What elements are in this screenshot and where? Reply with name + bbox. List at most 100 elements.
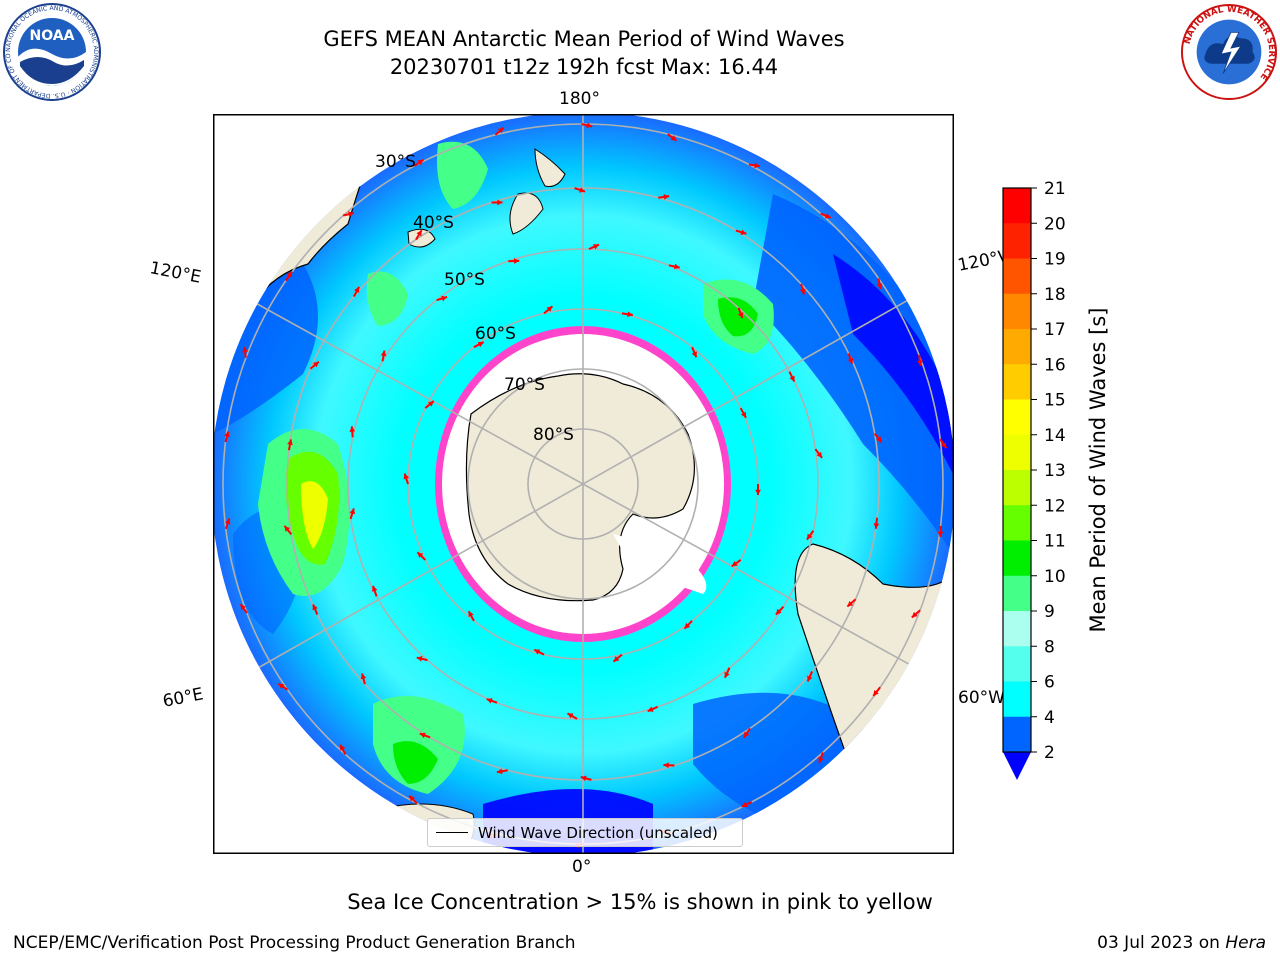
wave-direction-arrowhead [627, 311, 633, 318]
colorbar-segment [1003, 716, 1031, 753]
wave-direction-arrowhead [754, 162, 760, 169]
colorbar-segment [1003, 611, 1031, 647]
wave-direction-arrowhead [847, 357, 854, 364]
wave-direction-arrowhead [755, 489, 761, 495]
wave-direction-arrowhead [567, 713, 574, 719]
colorbar-tick-label: 12 [1044, 496, 1066, 516]
wave-direction-arrowhead [477, 341, 484, 348]
wind-wave-direction-arrows [224, 122, 948, 848]
colorbar-segment [1003, 646, 1031, 682]
wave-direction-arrowhead [873, 523, 880, 529]
lon-label-0: 0° [572, 857, 592, 877]
colorbar-tick-label: 10 [1044, 567, 1066, 587]
new-zealand-south-island [509, 192, 544, 235]
wave-direction-arrowhead [911, 611, 918, 618]
wave-direction-arrowhead [740, 229, 747, 235]
wave-direction-arrowhead [354, 286, 360, 293]
wave-direction-arrowhead [937, 531, 944, 537]
wave-direction-arrowhead [663, 762, 669, 769]
wave-direction-arrowhead [242, 346, 248, 353]
wave-direction-arrowhead [419, 732, 426, 739]
wave-direction-arrowhead [579, 187, 586, 193]
chart-title: GEFS MEAN Antarctic Mean Period of Wind … [323, 27, 845, 51]
wave-direction-arrowhead [673, 263, 680, 270]
wave-direction-arrowhead [737, 312, 744, 319]
wave-direction-arrowhead [417, 552, 424, 558]
lon-label-60e: 60°E [161, 684, 206, 712]
colorbar-segment [1003, 364, 1031, 400]
wave-direction-arrowhead [416, 230, 422, 237]
colorbar-segment [1003, 470, 1031, 506]
wave-direction-arrowhead [286, 271, 292, 278]
colorbar-tick-label: 13 [1044, 461, 1066, 481]
antarctica [465, 373, 696, 602]
blue-region-pacific [753, 194, 953, 554]
map-legend: Wind Wave Direction (unscaled) [427, 818, 743, 847]
colorbar-label: Mean Period of Wind Waves [s] [1086, 307, 1110, 633]
wave-direction-arrowhead [741, 801, 748, 808]
lon-label-60w: 60°W [958, 688, 1005, 708]
wave-direction-arrowhead [847, 600, 854, 607]
wave-direction-arrowhead [371, 585, 378, 592]
noaa-logo: NOAA NATIONAL OCEANIC AND ATMOSPHERIC AD… [2, 2, 101, 101]
colorbar-segments [1003, 188, 1031, 753]
wave-direction-arrowhead [917, 360, 923, 366]
wave-direction-arrowhead [441, 295, 448, 302]
tasmania [407, 228, 436, 248]
wave-direction-arrowhead [224, 431, 230, 438]
colorbar-tick-label: 2 [1044, 743, 1055, 763]
wave-direction-arrowhead [546, 306, 553, 312]
wave-direction-arrowhead [287, 439, 293, 446]
wave-direction-arrowhead [497, 127, 504, 134]
wave-direction-arrowhead [806, 533, 813, 540]
colorbar-tick-label: 4 [1044, 708, 1055, 728]
colorbar-tick-label: 9 [1044, 602, 1055, 622]
colorbar-segment [1003, 329, 1031, 365]
lat-label-30s: 30°S [375, 152, 416, 172]
wave-direction-arrowhead [818, 756, 824, 763]
wave-direction-arrowhead [743, 731, 750, 738]
colorbar-segment [1003, 575, 1031, 612]
green-swell-region-tasman [437, 141, 488, 209]
wave-direction-arrowhead [775, 608, 782, 615]
wave-direction-arrowhead [240, 604, 246, 611]
green-swell-core-pacific [718, 297, 758, 337]
wave-direction-arrowhead [789, 375, 795, 382]
wave-direction-arrowhead [691, 351, 697, 358]
map-border [213, 114, 954, 854]
wave-direction-arrowhead [349, 426, 356, 432]
wave-direction-arrowhead [416, 655, 423, 662]
lon-label-180: 180° [559, 89, 600, 109]
colorbar-tick-label: 11 [1044, 532, 1066, 552]
wave-direction-arrowhead [312, 361, 319, 368]
sea-ice-note: Sea Ice Concentration > 15% is shown in … [347, 890, 933, 914]
wave-direction-arrowhead [349, 508, 356, 515]
wave-direction-arrowhead [496, 768, 503, 775]
colorbar-under-triangle [1003, 752, 1031, 780]
lat-label-80s: 80°S [533, 425, 574, 445]
wave-direction-arrowhead [941, 442, 947, 449]
wave-direction-arrowhead [224, 518, 231, 525]
yellow-swell-core [301, 481, 328, 549]
wave-direction-arrowhead [409, 795, 415, 802]
colorbar-tick-label: 17 [1044, 320, 1066, 340]
legend-line-swatch [436, 832, 468, 833]
colorbar-segment [1003, 258, 1031, 295]
nws-logo: NATIONAL WEATHER SERVICE [1180, 3, 1278, 101]
wave-direction-arrowhead [312, 604, 318, 611]
wave-direction-arrowhead [497, 199, 503, 206]
lat-label-50s: 50°S [444, 270, 485, 290]
footer-date: 03 Jul 2023 on Hera [1097, 933, 1266, 953]
colorbar-segment [1003, 399, 1031, 436]
wave-direction-arrowhead [284, 525, 291, 532]
wave-direction-arrowhead [340, 744, 346, 751]
colorbar-segment [1003, 223, 1031, 259]
wave-direction-arrowhead [670, 135, 677, 141]
ross-ice-shelf [613, 534, 707, 594]
lat-label-40s: 40°S [413, 213, 454, 233]
polar-map [213, 114, 954, 854]
wave-direction-arrowhead [807, 675, 813, 682]
wave-direction-arrowhead [403, 473, 409, 480]
wave-direction-arrowhead [799, 288, 806, 295]
wave-direction-arrowhead [468, 611, 474, 618]
